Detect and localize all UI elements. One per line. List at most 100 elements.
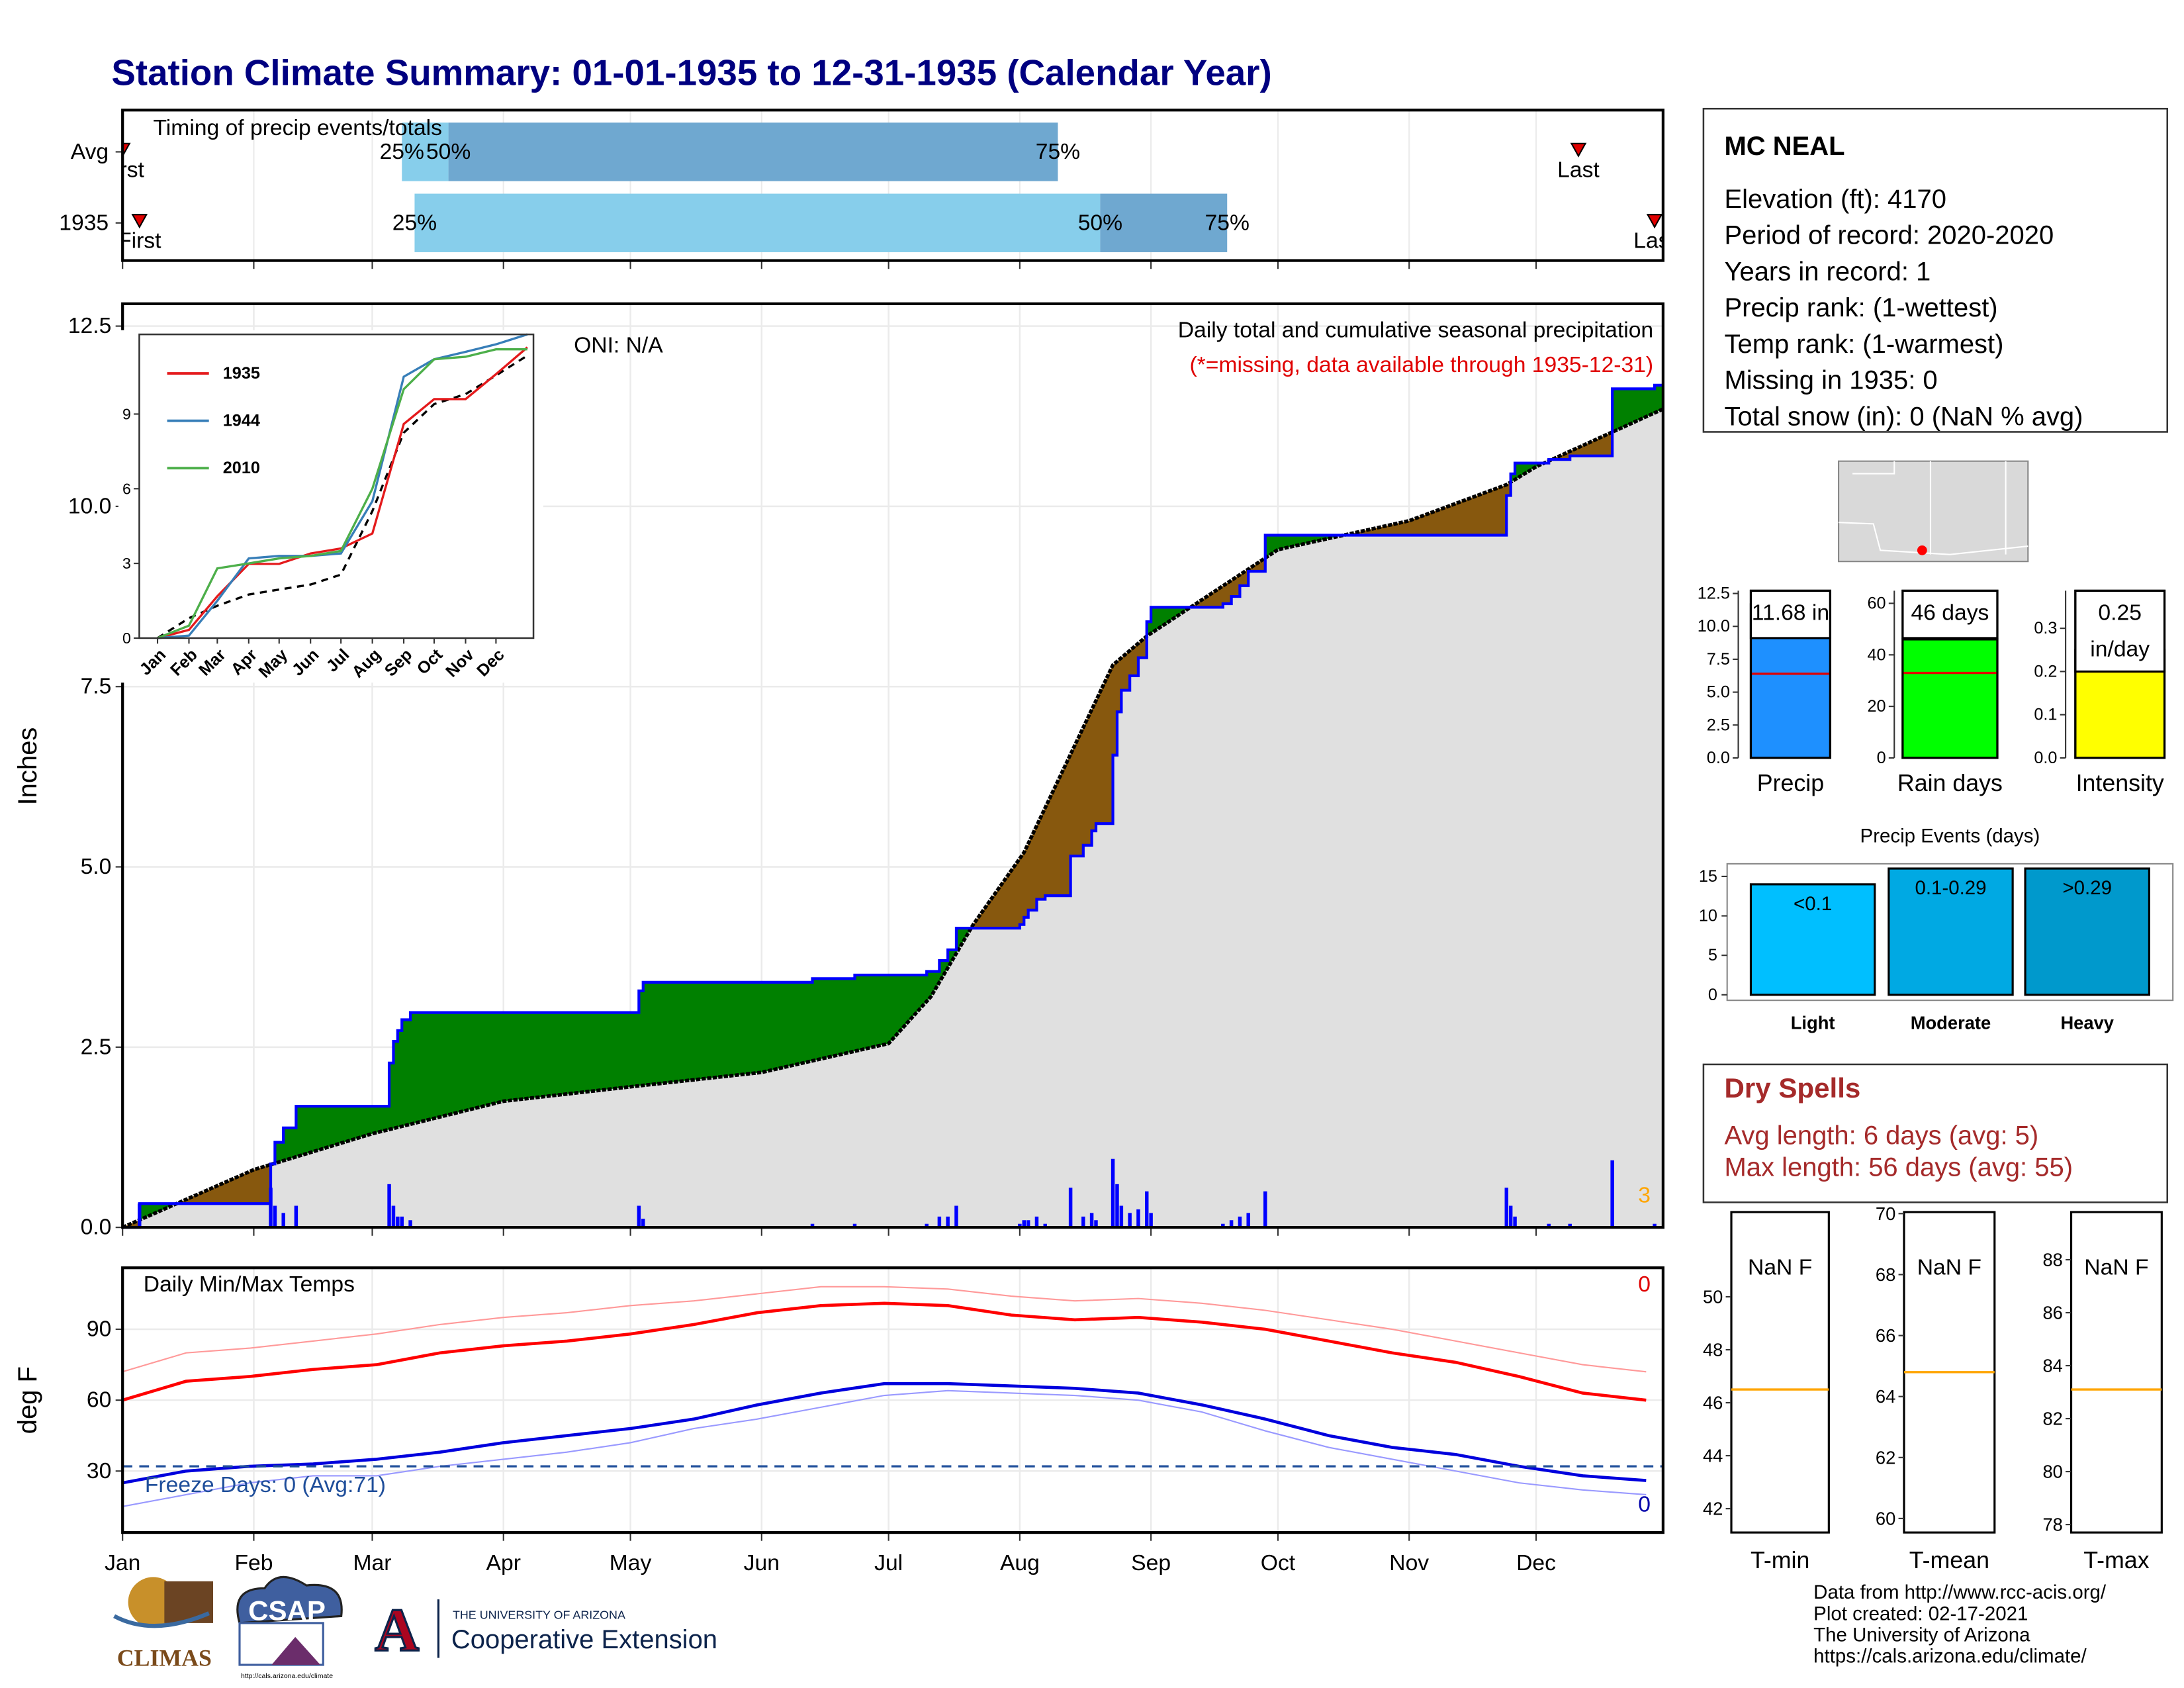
daily-bar <box>1068 1188 1073 1228</box>
normal-line <box>157 354 528 639</box>
y-tick-label: 60 <box>1876 1508 1895 1528</box>
daily-bar <box>1089 1213 1094 1228</box>
daily-bar <box>269 1188 273 1228</box>
y-tick-label: 80 <box>2042 1462 2062 1482</box>
quartile-label: 75% <box>1205 211 1250 235</box>
value-label: 46 days <box>1911 601 1989 626</box>
y-axis-label: Inches <box>13 727 42 806</box>
quartile-label: 25% <box>392 211 437 235</box>
y-tick-label: 5.0 <box>1707 683 1730 702</box>
daily-bar <box>1610 1160 1614 1228</box>
daily-bar <box>1128 1213 1132 1228</box>
station-line: Period of record: 2020-2020 <box>1724 221 2054 250</box>
x-tick-label: Oct <box>1261 1551 1296 1575</box>
daily-bar <box>1144 1191 1149 1228</box>
summary-bar <box>1901 638 1999 759</box>
panel-border <box>2074 589 2166 759</box>
quartile-bar <box>402 122 449 181</box>
quartile-bar <box>414 193 1101 252</box>
y-tick-label: 40 <box>1868 645 1886 664</box>
panel-label: Intensity <box>2076 770 2164 796</box>
y-tick-label: 9 <box>122 405 131 422</box>
dry-spells-line: Avg length: 6 days (avg: 5) <box>1724 1121 2038 1150</box>
series-line <box>157 346 528 639</box>
y-tick-label: 15 <box>1699 867 1717 886</box>
logos <box>113 1575 439 1666</box>
daily-bar <box>396 1216 400 1228</box>
station-line: Elevation (ft): 4170 <box>1724 185 1946 214</box>
y-tick-label: 70 <box>1876 1203 1895 1224</box>
quartile-label: 50% <box>426 140 471 164</box>
chart-title: Daily Min/Max Temps <box>144 1272 355 1297</box>
x-tick-label: Mar <box>353 1551 392 1575</box>
dry-spells-title: Dry Spells <box>1724 1072 1860 1103</box>
y-tick-label: 0 <box>1708 986 1717 1004</box>
credit-line: https://cals.arizona.edu/climate/ <box>1813 1646 2087 1667</box>
timing-title: Timing of precip events/totals <box>154 116 442 140</box>
y-tick-label: 0.0 <box>81 1215 112 1240</box>
panel-frame <box>2070 1211 2163 1534</box>
value-label: 11.68 in <box>1752 601 1829 626</box>
y-tick-label: 0 <box>122 630 131 647</box>
station-name: MC NEAL <box>1724 132 1844 161</box>
legend-label: 1944 <box>223 412 260 430</box>
y-tick-label: 62 <box>1876 1447 1895 1468</box>
daily-bar <box>946 1216 950 1228</box>
y-tick-label: 66 <box>1876 1325 1895 1346</box>
daily-bar <box>1094 1220 1098 1228</box>
y-tick-label: 12.5 <box>68 314 112 338</box>
min-count-label: 0 <box>1638 1492 1651 1517</box>
daily-bar <box>1034 1216 1039 1228</box>
y-tick-label: 0.1 <box>2034 706 2057 724</box>
inset-background <box>118 330 543 683</box>
daily-bar <box>1026 1220 1030 1228</box>
event-marker <box>131 214 148 229</box>
x-tick-label: Apr <box>486 1551 521 1575</box>
dry-spells-box <box>1702 1063 2169 1203</box>
quartile-label: 75% <box>1036 140 1080 164</box>
daily-bar <box>925 1223 929 1228</box>
panel-frame <box>1730 1211 1830 1534</box>
panel-label: T-max <box>2083 1547 2149 1573</box>
y-tick-label: 30 <box>87 1459 111 1483</box>
daily-bar <box>937 1216 942 1228</box>
daily-bar <box>954 1205 958 1228</box>
station-line: Years in record: 1 <box>1724 257 1931 286</box>
temp-line <box>122 1389 1647 1507</box>
quartile-bar <box>1100 193 1228 252</box>
panel-label: T-min <box>1751 1547 1809 1573</box>
legend-label: 1935 <box>223 364 260 383</box>
y-tick-label: 5.0 <box>81 855 112 879</box>
station-line: Missing in 1935: 0 <box>1724 366 1937 395</box>
credit-line: The University of Arizona <box>1813 1624 2030 1646</box>
y-tick-label: 64 <box>1876 1386 1895 1407</box>
y-tick-label: 20 <box>1868 697 1886 716</box>
x-tick-label: Sep <box>1131 1551 1171 1575</box>
daily-bar <box>641 1219 645 1228</box>
quartile-bar <box>448 122 1058 181</box>
y-tick-label: 5 <box>1708 946 1717 964</box>
station-line: Temp rank: (1-warmest) <box>1724 330 2003 359</box>
y-tick-label: 50 <box>1703 1287 1723 1307</box>
temp-line <box>122 1301 1647 1402</box>
daily-bar <box>281 1213 285 1228</box>
y-tick-label: 10.0 <box>1698 617 1730 635</box>
locator-map <box>1838 460 2029 563</box>
station-line: Precip rank: (1-wettest) <box>1724 293 1997 322</box>
event-marker <box>1646 214 1663 229</box>
daily-bar <box>1568 1223 1572 1228</box>
y-tick-label: 90 <box>87 1317 111 1342</box>
csap-url: http://cals.arizona.edu/climate <box>241 1672 333 1680</box>
y-tick-label: 10.0 <box>68 494 112 518</box>
x-tick-label: Dec <box>1516 1551 1556 1575</box>
daily-bar <box>1246 1213 1250 1228</box>
y-tick-label: 6 <box>122 480 131 497</box>
x-tick-label: Light <box>1791 1012 1835 1033</box>
oni-label: ONI: N/A <box>574 333 663 357</box>
y-tick-label: 10 <box>1699 907 1717 925</box>
y-tick-label: 2.5 <box>1707 716 1730 734</box>
temp-line <box>122 1286 1647 1373</box>
cumulative-line <box>122 383 1663 1229</box>
x-tick-label: Aug <box>1000 1551 1040 1575</box>
freeze-label: Freeze Days: 0 (Avg:71) <box>145 1473 386 1497</box>
